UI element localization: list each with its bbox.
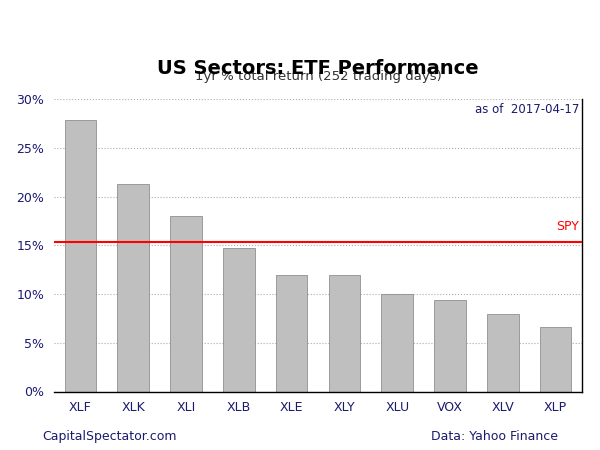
- Text: as of  2017-04-17: as of 2017-04-17: [475, 104, 580, 117]
- Bar: [118, 184, 149, 392]
- Bar: [223, 248, 254, 392]
- Bar: [329, 275, 360, 392]
- Text: SPY: SPY: [556, 220, 580, 233]
- Bar: [65, 121, 96, 392]
- Bar: [487, 315, 518, 392]
- Bar: [170, 216, 202, 392]
- Text: Data: Yahoo Finance: Data: Yahoo Finance: [431, 430, 558, 443]
- Bar: [434, 300, 466, 392]
- Bar: [382, 294, 413, 392]
- Title: US Sectors: ETF Performance: US Sectors: ETF Performance: [157, 59, 479, 78]
- Text: CapitalSpectator.com: CapitalSpectator.com: [42, 430, 176, 443]
- Text: 1yr % total return (252 trading days): 1yr % total return (252 trading days): [194, 70, 442, 83]
- Bar: [276, 274, 307, 392]
- Bar: [540, 327, 571, 392]
